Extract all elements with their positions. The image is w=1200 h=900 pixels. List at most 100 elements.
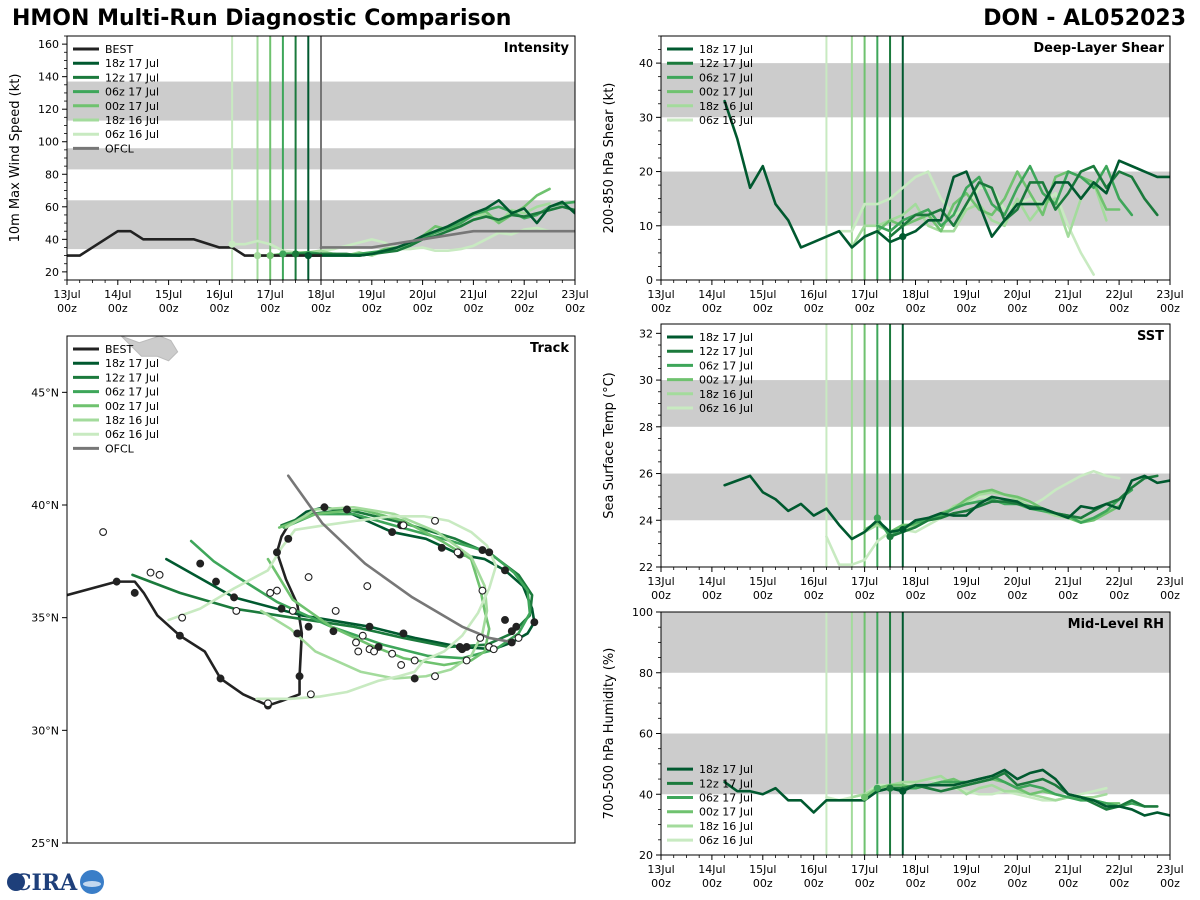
- x-tick-label-time: 00z: [702, 877, 722, 890]
- y-axis-label: 200-850 hPa Shear (kt): [602, 83, 617, 234]
- y-tick-label: 60: [639, 728, 653, 741]
- track-point-18z-16-jul: [273, 586, 281, 595]
- x-tick-label: 23Jul: [1156, 575, 1183, 588]
- series-line-ofcl: [286, 474, 516, 644]
- legend-label: 06z 16 Jul: [105, 128, 159, 141]
- x-tick-label-time: 00z: [108, 302, 128, 315]
- track-point-06z-16-jul: [178, 613, 187, 622]
- x-tick-label-time: 00z: [804, 877, 824, 890]
- shaded-band: [661, 380, 1170, 427]
- x-tick-label-time: 00z: [1007, 302, 1027, 315]
- track-point-18z-16-jul: [397, 661, 406, 669]
- x-tick-label-time: 00z: [855, 877, 875, 890]
- track-point-06z-17-jul: [478, 546, 487, 555]
- x-tick-label-time: 00z: [957, 589, 977, 602]
- x-tick-label: 14Jul: [698, 288, 725, 301]
- y-tick-label: 22: [639, 561, 653, 574]
- track-point-06z-16-jul: [155, 570, 164, 579]
- y-tick-label: 35°N: [31, 612, 59, 625]
- x-tick-label: 23Jul: [1156, 863, 1183, 876]
- series-line-12z-17-jul: [131, 508, 534, 649]
- x-tick-label: 15Jul: [749, 288, 776, 301]
- x-tick-label-time: 00z: [957, 302, 977, 315]
- y-tick-label: 60: [45, 201, 59, 214]
- track-point-best: [293, 629, 302, 638]
- legend-label: 06z 16 Jul: [699, 834, 753, 847]
- y-axis-label: 700-500 hPa Humidity (%): [602, 648, 617, 820]
- plot-area: [661, 36, 1170, 280]
- legend-label: 18z 17 Jul: [105, 357, 159, 370]
- x-tick-label: 17Jul: [257, 288, 284, 301]
- track-point-best: [130, 588, 139, 597]
- x-tick-label: 23Jul: [561, 288, 588, 301]
- track-point-18z-16-jul: [489, 645, 498, 654]
- x-tick-label: 22Jul: [511, 288, 538, 301]
- x-tick-label: 15Jul: [155, 288, 182, 301]
- series-line-06z-16-jul: [167, 514, 498, 701]
- legend-label: 18z 17 Jul: [699, 763, 753, 776]
- y-tick-label: 40°N: [31, 499, 59, 512]
- track-point-06z-16-jul: [431, 516, 439, 525]
- y-tick-label: 24: [639, 514, 653, 527]
- shaded-band: [661, 612, 1170, 673]
- x-tick-label-time: 00z: [753, 589, 773, 602]
- marker-18z-17-jul: [899, 233, 907, 241]
- x-tick-label-time: 00z: [702, 589, 722, 602]
- x-tick-label: 13Jul: [647, 863, 674, 876]
- series-line-18z-17-jul: [306, 198, 575, 257]
- x-tick-label: 21Jul: [460, 288, 487, 301]
- x-tick-label-time: 00z: [565, 302, 585, 315]
- x-tick-label: 17Jul: [851, 863, 878, 876]
- x-tick-label-time: 00z: [1109, 877, 1129, 890]
- plot-area: [67, 36, 575, 280]
- x-tick-label-time: 00z: [1007, 877, 1027, 890]
- legend-label: 18z 16 Jul: [699, 100, 753, 113]
- y-tick-label: 80: [45, 168, 59, 181]
- legend-label: 18z 16 Jul: [699, 388, 753, 401]
- track-point-12z-17-jul: [437, 543, 446, 552]
- track-point-06z-17-jul: [277, 604, 286, 613]
- series-line-best: [67, 229, 323, 257]
- x-tick-label-time: 00z: [702, 302, 722, 315]
- x-tick-label: 16Jul: [800, 575, 827, 588]
- track-point-18z-16-jul: [331, 606, 340, 615]
- x-tick-label: 18Jul: [902, 288, 929, 301]
- storm-title: DON - AL052023: [983, 6, 1186, 31]
- y-tick-label: 0: [646, 274, 653, 287]
- x-tick-label-time: 00z: [1058, 302, 1078, 315]
- x-tick-label-time: 00z: [1109, 589, 1129, 602]
- x-tick-label: 22Jul: [1105, 288, 1132, 301]
- track-point-12z-17-jul: [343, 505, 351, 514]
- legend-label: 06z 17 Jul: [699, 792, 753, 805]
- track-point-06z-17-jul: [329, 627, 338, 636]
- track-point-06z-16-jul: [232, 606, 241, 615]
- panel-rh: 2040608010013Jul00z14Jul00z15Jul00z16Jul…: [602, 606, 1184, 890]
- track-point-18z-17-jul: [507, 638, 516, 647]
- marker-12z-17-jul: [886, 533, 894, 541]
- x-tick-label: 13Jul: [53, 288, 80, 301]
- y-tick-label: 30°N: [31, 724, 59, 737]
- x-tick-label: 14Jul: [698, 575, 725, 588]
- cira-logo-wave-icon: [83, 881, 101, 887]
- y-tick-label: 160: [38, 38, 59, 51]
- series-line-06z-17-jul: [876, 488, 1134, 538]
- track-point-06z-17-jul: [374, 643, 383, 651]
- marker-12z-17-jul: [886, 784, 894, 792]
- y-tick-label: 28: [639, 421, 653, 434]
- track-point-06z-16-jul: [146, 568, 155, 577]
- legend-label: 06z 17 Jul: [699, 71, 753, 84]
- track-point-18z-16-jul: [358, 631, 367, 640]
- x-tick-label-time: 00z: [260, 302, 280, 315]
- track-point-18z-17-jul: [365, 622, 374, 631]
- panel-title: Deep-Layer Shear: [1033, 41, 1164, 56]
- track-point-18z-16-jul: [462, 656, 471, 665]
- legend-label: 18z 16 Jul: [105, 414, 159, 427]
- y-tick-label: 20: [639, 166, 653, 179]
- marker-18z-17-jul: [304, 252, 312, 260]
- legend-label: 12z 17 Jul: [699, 777, 753, 790]
- panel-title: Mid-Level RH: [1068, 617, 1164, 632]
- x-tick-label-time: 00z: [753, 302, 773, 315]
- legend-label: 06z 17 Jul: [105, 86, 159, 99]
